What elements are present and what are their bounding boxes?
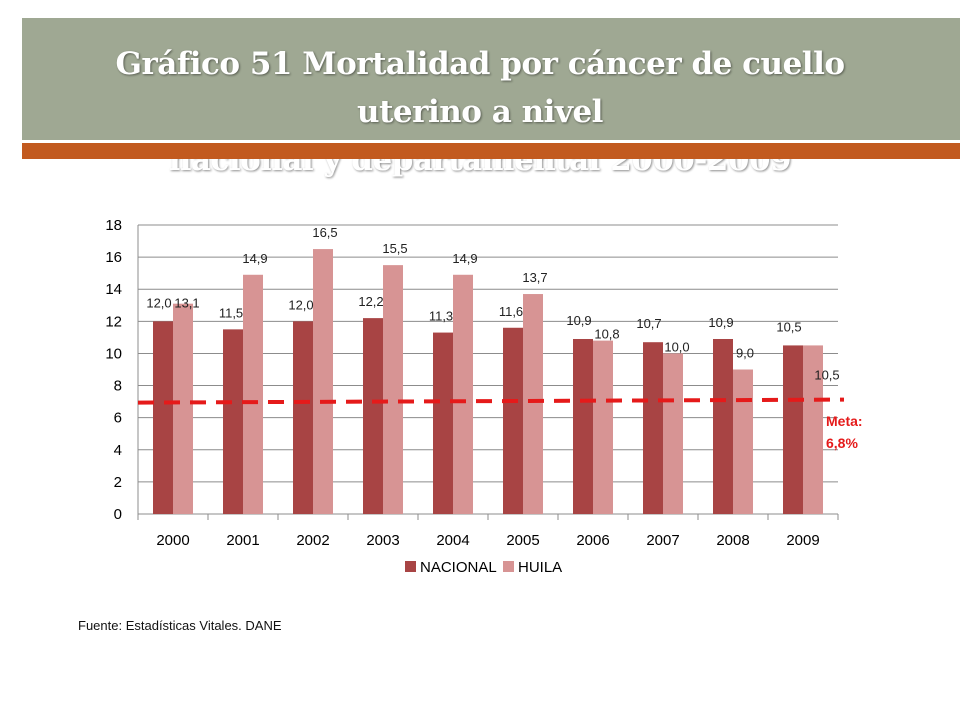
y-tick-label: 8 — [114, 378, 122, 395]
accent-divider-gap — [0, 143, 22, 159]
bar-huila — [243, 274, 263, 514]
x-tick-label: 2003 — [366, 532, 399, 549]
target-line — [137, 397, 845, 405]
bar-nacional — [223, 329, 243, 514]
bar-huila — [173, 303, 193, 514]
y-tick-label: 4 — [114, 442, 122, 459]
data-label-huila: 15,5 — [382, 241, 407, 256]
title-bar: Gráfico 51 Mortalidad por cáncer de cuel… — [0, 18, 960, 178]
data-label-nacional: 10,7 — [636, 316, 661, 331]
data-label-nacional: 10,5 — [776, 319, 801, 334]
bar-nacional — [573, 338, 593, 514]
data-label-nacional: 11,3 — [429, 309, 453, 324]
data-label-nacional: 10,9 — [566, 313, 591, 328]
data-label-nacional: 12,2 — [358, 294, 383, 309]
bar-huila — [383, 265, 403, 514]
data-label-huila: 14,9 — [242, 251, 267, 266]
data-label-huila: 16,5 — [312, 225, 337, 240]
x-tick-label: 2000 — [156, 532, 189, 549]
data-label-nacional: 11,5 — [219, 305, 243, 320]
accent-divider — [0, 143, 960, 159]
y-tick-label: 10 — [105, 345, 122, 362]
x-tick-label: 2006 — [576, 532, 609, 549]
bar-nacional — [503, 327, 523, 514]
source-note: Fuente: Estadísticas Vitales. DANE — [78, 618, 282, 633]
bar-huila — [803, 345, 823, 514]
bar-huila — [313, 249, 333, 515]
data-label-nacional: 12,0 — [288, 297, 313, 312]
bar-huila — [733, 369, 753, 514]
y-tick-label: 6 — [114, 410, 122, 427]
legend-swatch-huila — [503, 561, 514, 572]
title-line-1: Gráfico 51 Mortalidad por cáncer de cuel… — [115, 46, 845, 130]
y-tick-label: 2 — [114, 474, 122, 491]
data-label-huila: 14,9 — [452, 251, 477, 266]
data-label-huila: 9,0 — [736, 346, 754, 361]
x-tick-label: 2001 — [226, 532, 259, 549]
x-tick-label: 2002 — [296, 532, 329, 549]
data-label-nacional: 12,0 — [146, 295, 171, 310]
y-tick-label: 18 — [105, 217, 122, 234]
y-tick-label: 12 — [105, 313, 122, 330]
bar-huila — [523, 294, 543, 514]
x-tick-label: 2009 — [786, 532, 819, 549]
x-tick-label: 2007 — [646, 532, 679, 549]
bar-nacional — [643, 342, 663, 514]
y-tick-label: 16 — [105, 249, 122, 266]
legend-label-nacional: NACIONAL — [420, 559, 497, 576]
bar-nacional — [153, 321, 173, 514]
bar-nacional — [363, 318, 383, 514]
legend-swatch-nacional — [405, 561, 416, 572]
target-label-line1: Meta: — [826, 413, 863, 429]
target-label-line2: 6,8% — [826, 435, 858, 451]
legend-label-huila: HUILA — [518, 559, 562, 576]
bar-nacional — [713, 338, 733, 514]
data-label-huila: 10,0 — [664, 339, 689, 354]
y-tick-label: 0 — [114, 506, 122, 523]
bar-nacional — [293, 321, 313, 514]
data-label-huila: 13,1 — [174, 296, 199, 311]
x-tick-label: 2005 — [506, 532, 539, 549]
y-tick-label: 14 — [105, 281, 122, 298]
data-label-nacional: 10,9 — [708, 315, 733, 330]
x-tick-label: 2008 — [716, 532, 749, 549]
bar-nacional — [783, 345, 803, 514]
bar-nacional — [433, 332, 453, 514]
bar-huila — [593, 340, 613, 514]
title-bar-corner — [0, 18, 22, 140]
data-label-nacional: 11,6 — [499, 304, 523, 319]
bar-huila — [663, 353, 683, 514]
x-tick-label: 2004 — [436, 532, 469, 549]
bar-huila — [453, 274, 473, 514]
data-label-huila: 10,5 — [814, 367, 839, 382]
data-label-huila: 13,7 — [522, 270, 547, 285]
data-label-huila: 10,8 — [594, 327, 619, 342]
